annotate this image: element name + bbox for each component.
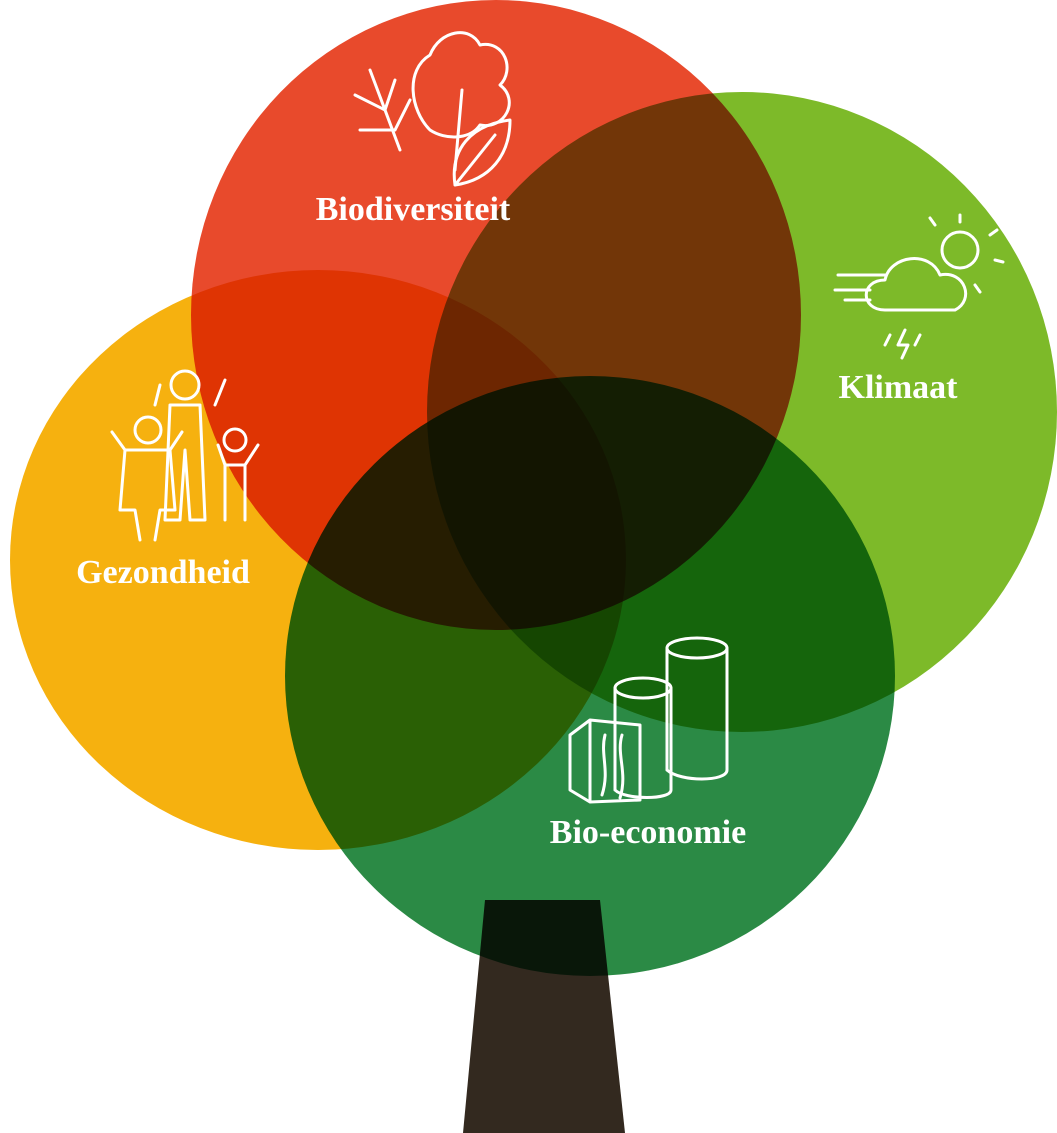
page: Biodiversiteit Klimaat Gezondheid Bio-ec… bbox=[0, 0, 1057, 1133]
tree-diagram: Biodiversiteit Klimaat Gezondheid Bio-ec… bbox=[0, 0, 1057, 1133]
bio-economie-circle bbox=[285, 376, 895, 976]
bio-economie-label: Bio-economie bbox=[550, 814, 746, 851]
gezondheid-label: Gezondheid bbox=[76, 554, 250, 591]
klimaat-label: Klimaat bbox=[839, 369, 959, 406]
biodiversiteit-label: Biodiversiteit bbox=[316, 191, 511, 228]
